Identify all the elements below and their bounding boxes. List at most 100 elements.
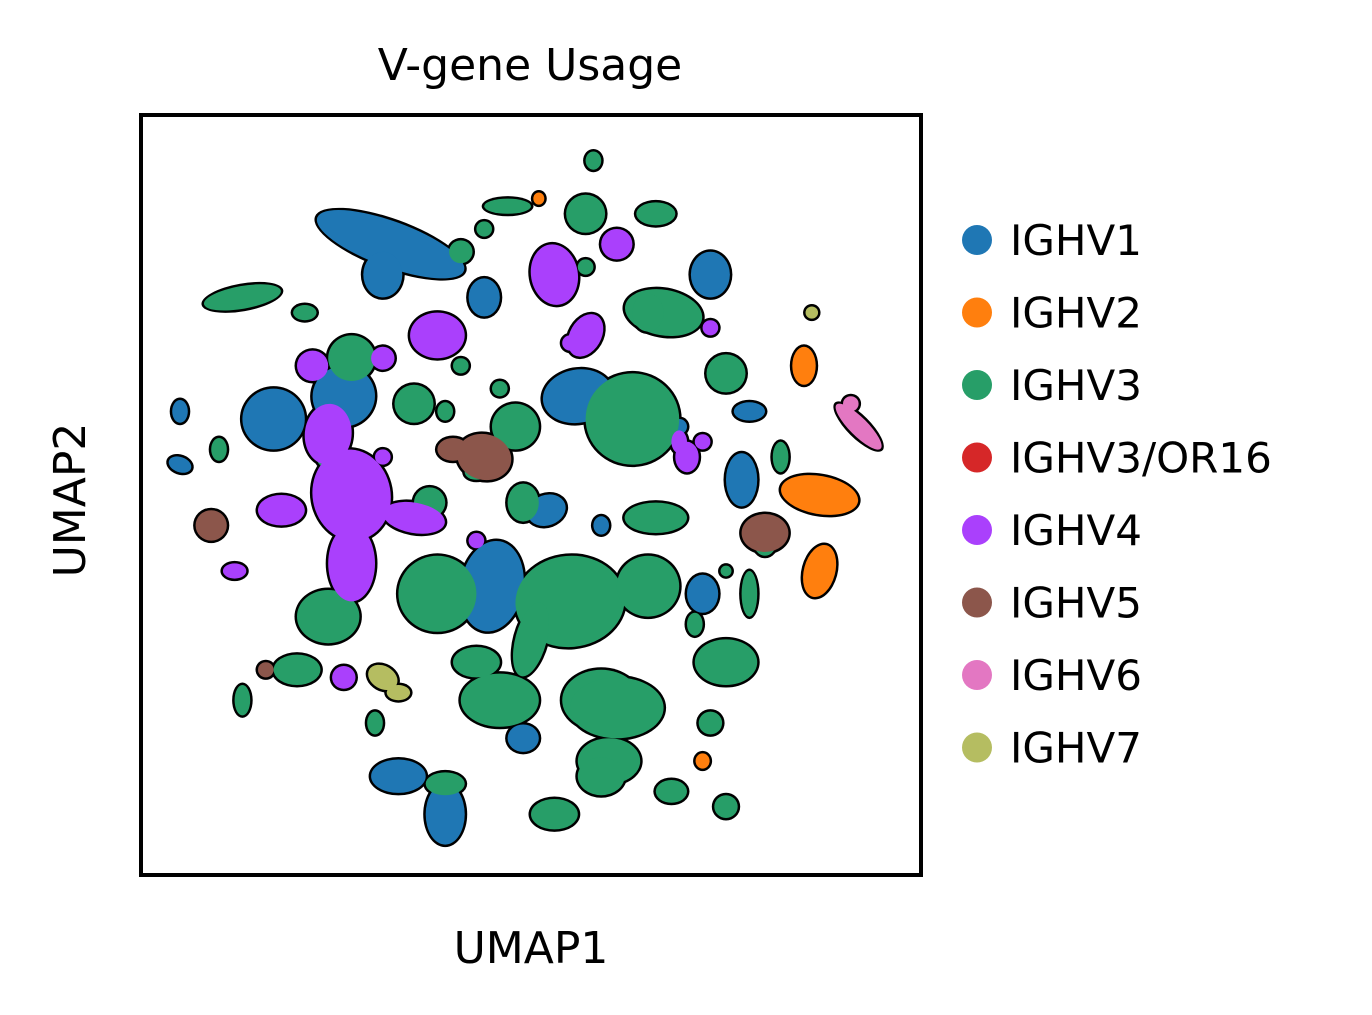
cluster-ighv3-48: [632, 293, 664, 332]
cluster-ighv1-0: [316, 209, 465, 279]
cluster-ighv3-15: [273, 654, 321, 685]
legend-marker-ighv3-or16: [962, 442, 992, 473]
cluster-ighv4-17: [375, 449, 391, 465]
cluster-ighv3-35: [720, 565, 732, 577]
cluster-ighv3-10: [566, 194, 606, 233]
cluster-ighv3-36: [453, 358, 469, 374]
cluster-ighv3-19: [507, 483, 539, 522]
cluster-ighv1-1: [363, 251, 403, 298]
y-axis-label: UMAP2: [45, 423, 96, 578]
cluster-ighv4-5: [410, 312, 465, 359]
cluster-ighv3-31: [211, 438, 227, 461]
cluster-ighv1-9: [371, 759, 426, 793]
cluster-ighv5-1: [437, 438, 469, 461]
legend-label-ighv2: IGHV2: [1010, 289, 1142, 338]
cluster-ighv4-15: [297, 350, 329, 381]
cluster-ighv3-29: [476, 221, 493, 237]
cluster-ighv4-3: [258, 495, 305, 526]
cluster-ighv3-40: [577, 757, 625, 796]
legend-label-ighv3-or16: IGHV3/OR16: [1010, 434, 1272, 483]
cluster-ighv4-1: [328, 525, 375, 602]
chart-title: V-gene Usage: [378, 40, 682, 91]
cluster-ighv4-19: [702, 320, 719, 336]
legend-marker-ighv2: [962, 297, 992, 328]
legend-marker-ighv5: [962, 587, 992, 618]
legend-marker-ighv6: [962, 660, 992, 690]
cluster-ighv4-0: [312, 449, 391, 541]
cluster-ighv7-0: [368, 664, 398, 690]
cluster-ighv5-3: [195, 510, 227, 541]
cluster-ighv3-2: [616, 555, 680, 617]
cluster-ighv3-7: [297, 590, 360, 644]
cluster-ighv4-18: [562, 335, 578, 351]
cluster-ighv7-1: [386, 685, 411, 701]
cluster-ighv6-0: [835, 403, 882, 450]
cluster-ighv3-37: [577, 259, 594, 275]
cluster-ighv3-11: [636, 202, 676, 226]
cluster-ighv3-22: [694, 639, 758, 685]
cluster-ighv1-14: [733, 402, 766, 421]
cluster-ighv3-4: [460, 673, 539, 727]
cluster-ighv4-12: [694, 434, 711, 450]
cluster-ighv3-43: [655, 780, 688, 803]
cluster-ighv3-42: [453, 647, 500, 678]
cluster-ighv3-39: [531, 799, 578, 830]
x-axis-label: UMAP1: [454, 923, 609, 974]
axes-frame: [139, 113, 923, 877]
cluster-ighv3-28: [585, 151, 602, 170]
cluster-ighv3-26: [394, 384, 434, 423]
cluster-ighv3-30: [293, 305, 317, 321]
legend-label-ighv4: IGHV4: [1010, 506, 1142, 555]
legend-label-ighv1: IGHV1: [1010, 216, 1142, 265]
cluster-ighv1-7: [593, 516, 609, 535]
cluster-ighv3-9: [328, 335, 375, 382]
cluster-ighv1-2: [242, 388, 305, 450]
cluster-ighv3-6: [398, 555, 477, 632]
cluster-ighv1-12: [726, 453, 758, 507]
cluster-ighv4-16: [468, 533, 485, 549]
cluster-ighv3-23: [698, 711, 723, 735]
cluster-ighv3-12: [484, 198, 531, 214]
cluster-ighv7-2: [805, 306, 819, 319]
legend-marker-ighv3: [962, 370, 992, 400]
legend-label-ighv7: IGHV7: [1010, 724, 1142, 773]
cluster-ighv3-33: [687, 612, 703, 636]
legend-label-ighv6: IGHV6: [1010, 651, 1142, 700]
legend-label-ighv5: IGHV5: [1010, 579, 1142, 628]
cluster-ighv1-13: [687, 574, 719, 613]
legend-marker-ighv1: [962, 225, 992, 255]
cluster-ighv3-25: [570, 677, 664, 739]
cluster-ighv4-11: [671, 430, 687, 454]
cluster-ighv2-0: [781, 475, 859, 515]
cluster-ighv2-4: [695, 753, 710, 769]
cluster-ighv5-4: [258, 662, 274, 678]
cluster-ighv4-9: [601, 229, 633, 260]
cluster-ighv1-17: [468, 278, 500, 317]
cluster-ighv3-41: [513, 602, 549, 677]
cluster-ighv3-38: [425, 772, 465, 796]
cluster-ighv4-7: [530, 244, 579, 305]
plot-area: [166, 148, 884, 848]
cluster-ighv4-2: [304, 403, 352, 465]
legend-label-ighv3: IGHV3: [1010, 361, 1142, 410]
cluster-ighv3-14: [706, 354, 746, 393]
legend-marker-ighv4: [962, 515, 992, 545]
cluster-ighv1-10: [507, 724, 539, 752]
legend-marker-ighv7: [962, 732, 992, 763]
cluster-ighv3-44: [714, 795, 738, 818]
cluster-ighv3-34: [741, 571, 758, 617]
legend: IGHV1 IGHV2 IGHV3 IGHV3/OR16 IGHV4 IGHV5 IGHV6…: [962, 216, 1272, 773]
cluster-ighv3-20: [624, 502, 687, 533]
cluster-ighv5-2: [741, 514, 789, 552]
cluster-ighv3-0: [585, 373, 680, 465]
cluster-ighv3-17: [367, 711, 383, 735]
cluster-ighv3-27: [437, 402, 454, 421]
cluster-ighv1-8: [425, 783, 465, 845]
cluster-ighv4-6: [371, 346, 395, 370]
cluster-ighv6-1: [843, 396, 859, 412]
cluster-ighv2-1: [803, 544, 837, 598]
cluster-ighv3-21: [772, 441, 789, 473]
cluster-ighv3-8: [203, 284, 281, 311]
cluster-ighv4-14: [332, 666, 356, 689]
